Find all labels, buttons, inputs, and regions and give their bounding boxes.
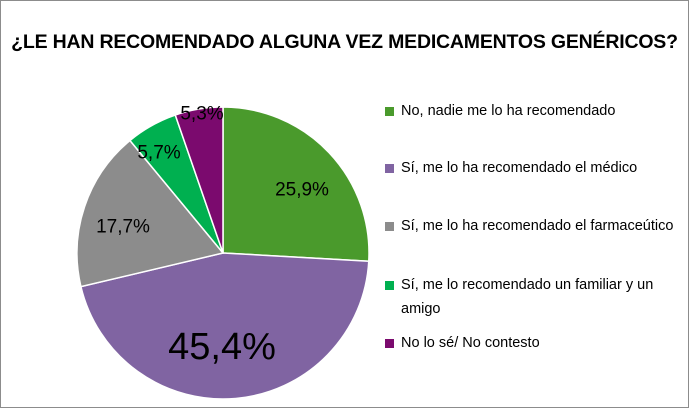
slice-data-label: 25,9% [275, 180, 329, 201]
pie-slice [174, 106, 224, 254]
legend-label: Sí, me lo ha recomendado el farmaceútico [401, 218, 674, 234]
slice-data-label: 17,7% [96, 217, 150, 238]
chart-title: ¿LE HAN RECOMENDADO ALGUNA VEZ MEDICAMEN… [11, 31, 678, 53]
legend-swatch [385, 222, 394, 231]
slice-data-label: 5,3% [180, 104, 223, 125]
legend-label: No lo sé/ No contesto [401, 335, 540, 351]
pie-slice [222, 106, 370, 263]
legend-swatch [385, 339, 394, 348]
legend-swatch [385, 164, 394, 173]
slice-data-label: 5,7% [137, 143, 180, 164]
pie-slice [76, 139, 225, 288]
slice-data-label: 45,4% [168, 326, 276, 368]
pie-slice [80, 252, 370, 400]
legend-label: No, nadie me lo ha recomendado [401, 103, 616, 119]
legend-swatch [385, 281, 394, 290]
legend-label: Sí, me lo ha recomendado el médico [401, 160, 638, 176]
legend-swatch [385, 107, 394, 116]
legend-label: Sí, me lo recomendado un familiar y un a… [401, 277, 654, 317]
